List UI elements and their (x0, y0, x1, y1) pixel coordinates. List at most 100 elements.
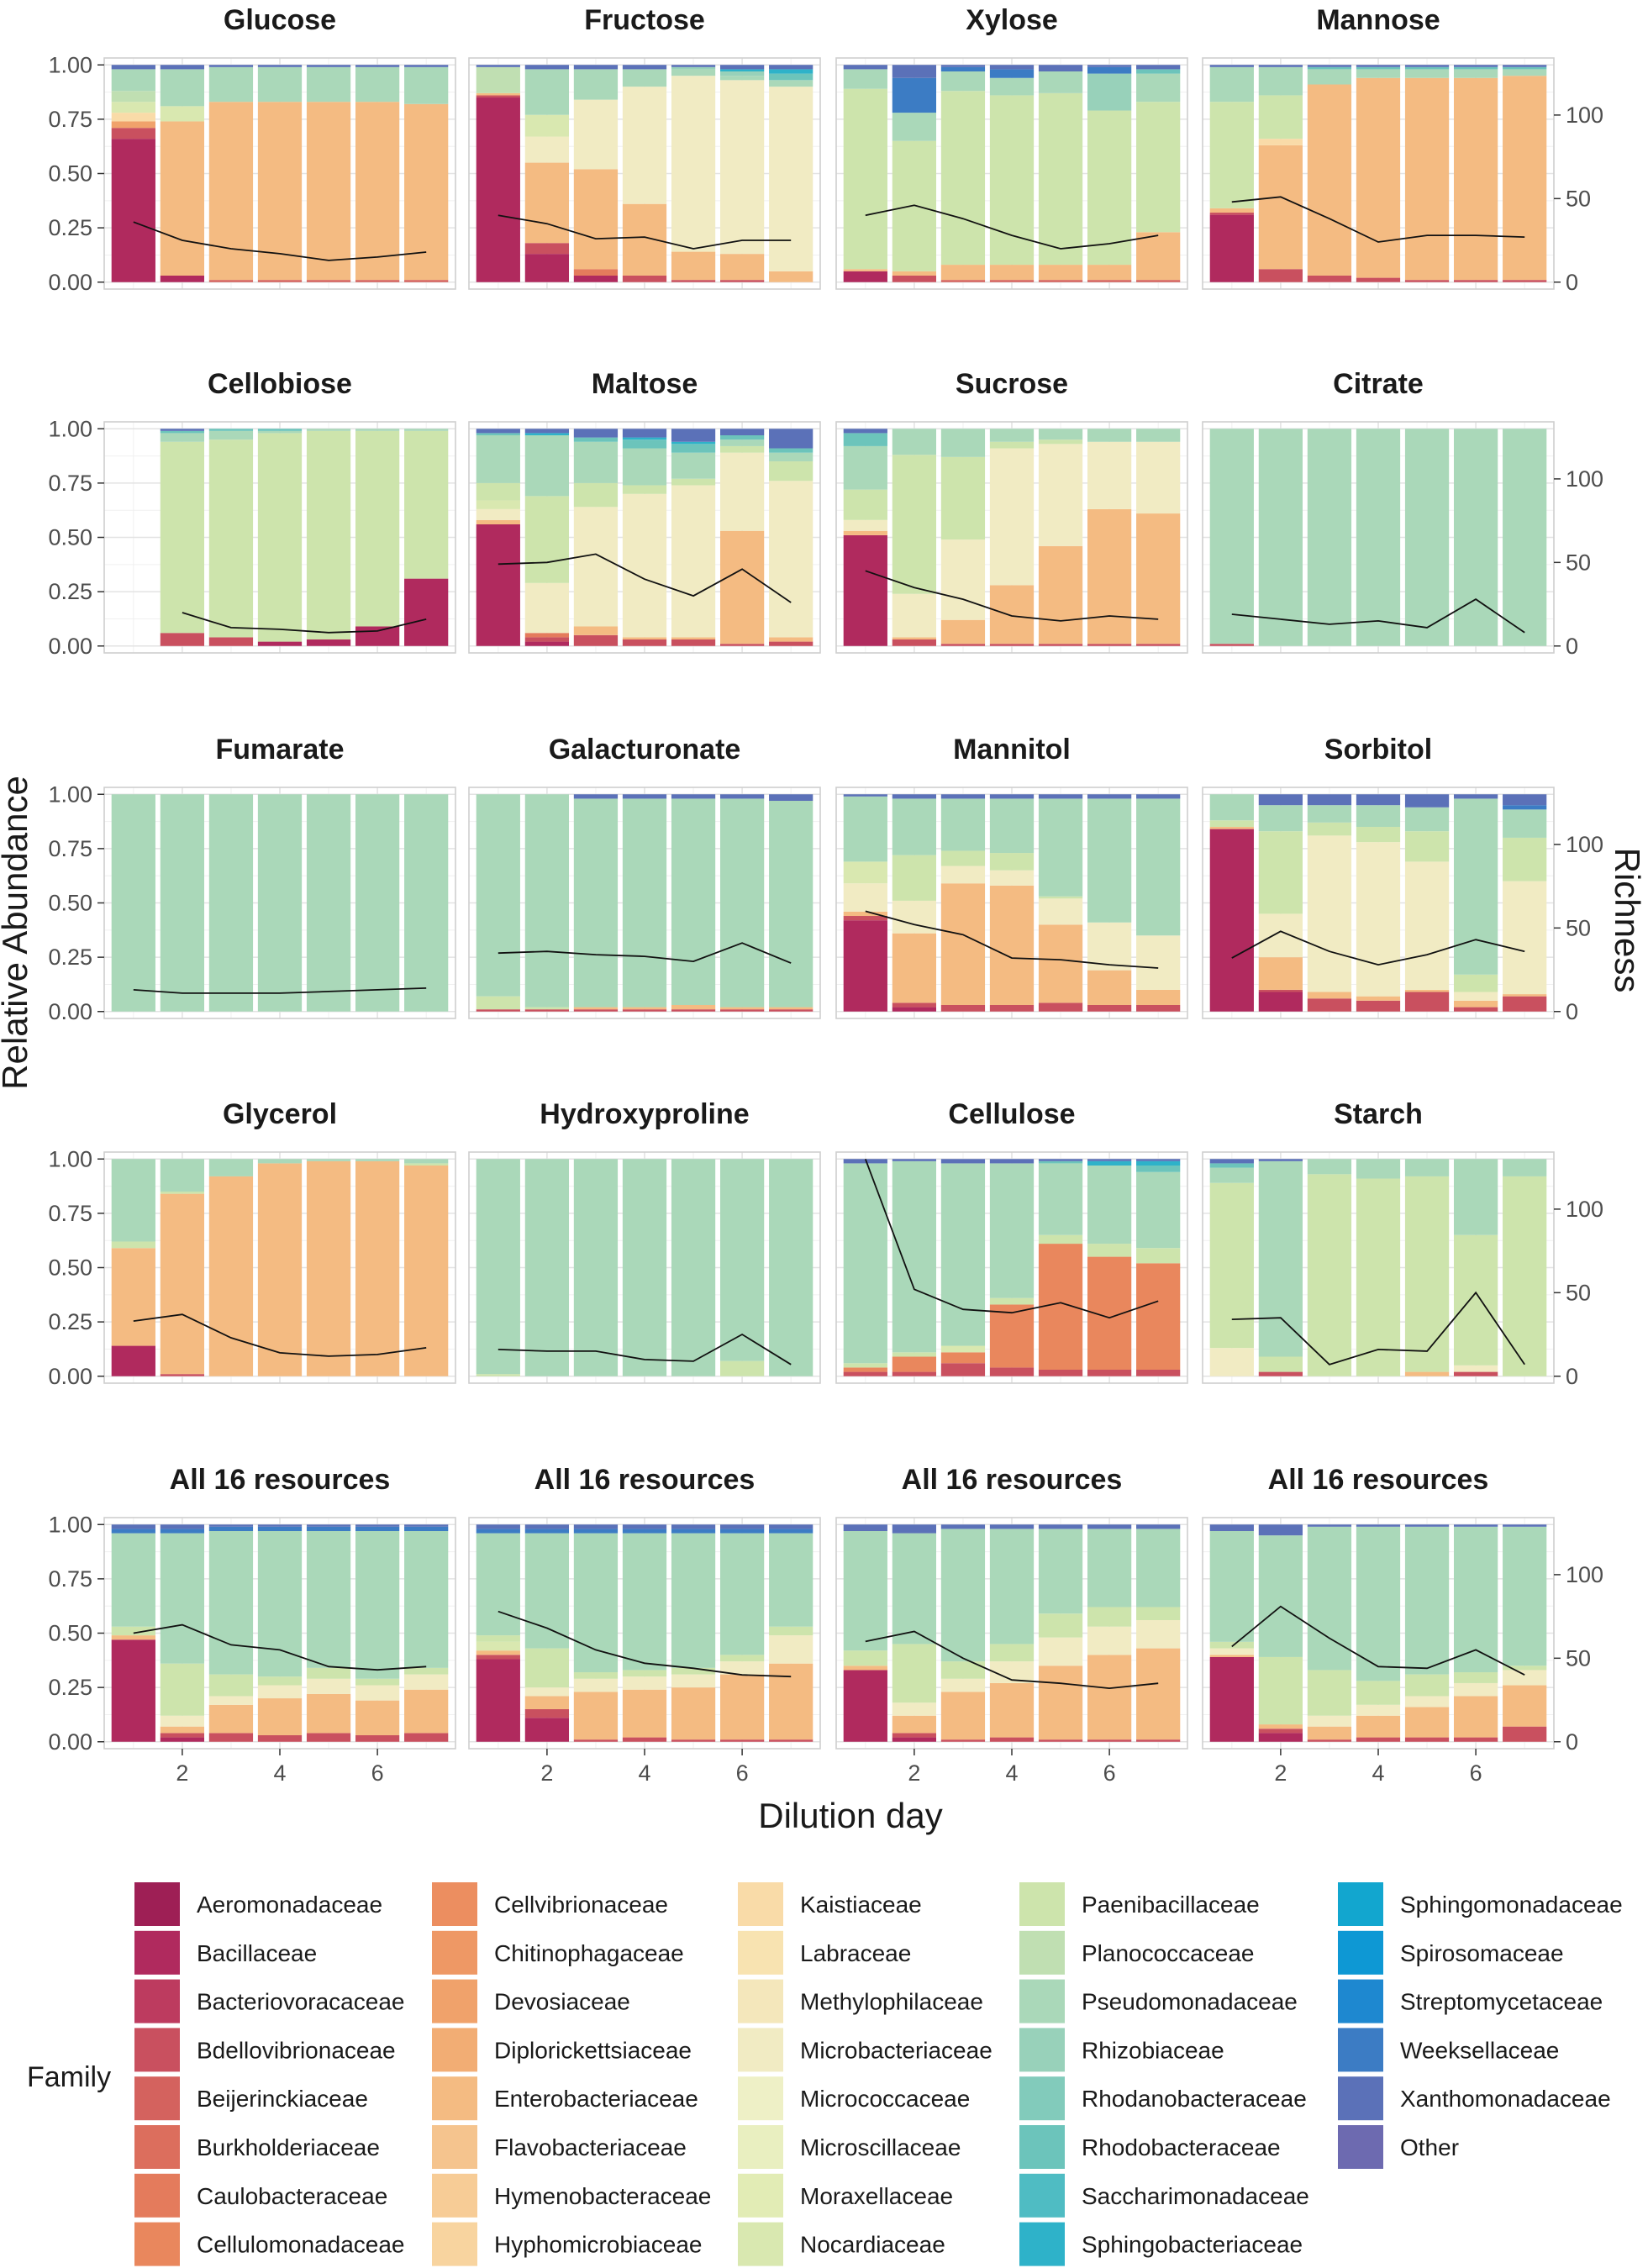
bar-segment (1404, 1159, 1450, 1176)
bar-segment (671, 1667, 716, 1675)
bar-segment (573, 794, 619, 799)
bar-segment (843, 65, 887, 70)
bar-segment (769, 1663, 813, 1740)
bar-segment (719, 1655, 765, 1662)
bar-segment (1453, 1000, 1498, 1008)
bar-segment (843, 1163, 887, 1364)
bar-segment (940, 1692, 986, 1740)
bar-segment (1209, 794, 1254, 821)
panel: Cellobiose 0.00 0.25 0.50 0.75 1.00 (48, 368, 456, 659)
bar-segment (892, 933, 937, 1003)
bar-segment (1453, 992, 1498, 1001)
panel-title: Hydroxyproline (540, 1098, 749, 1130)
bar-segment (1038, 1002, 1083, 1012)
panel-title: Sorbitol (1324, 734, 1432, 766)
legend-swatch (134, 1979, 180, 2023)
bar-segment (1136, 1159, 1181, 1161)
legend-label: Microscillaceae (800, 2134, 961, 2160)
legend-label: Burkholderiaceae (197, 2134, 380, 2160)
bar-segment (769, 65, 813, 70)
legend-swatch (1019, 1930, 1065, 1975)
bar-segment (1087, 1369, 1132, 1376)
bar-segment (622, 1533, 667, 1671)
richness-line (498, 214, 792, 250)
y-tick-label: 0.00 (48, 999, 92, 1024)
bar-segment (1087, 922, 1132, 971)
bar-segment (1038, 439, 1083, 445)
bar-segment (1453, 77, 1498, 281)
legend-label: Flavobacteriaceae (494, 2134, 687, 2160)
bar-segment (1038, 1665, 1083, 1740)
bar-segment (208, 102, 254, 281)
bar-segment (1209, 820, 1254, 828)
panel-border (468, 787, 821, 1019)
bar-segment (257, 1159, 303, 1164)
bar-segment (940, 850, 986, 866)
legend-swatch (432, 2173, 477, 2218)
bar-segment (257, 430, 303, 434)
bar-segment (1453, 1682, 1498, 1697)
bar-segment (1258, 1356, 1303, 1372)
bar-segment (769, 271, 813, 282)
bar-segment (1404, 1707, 1450, 1738)
y2-tick-label: 50 (1566, 550, 1591, 575)
bar-segment (622, 1676, 667, 1690)
bar-segment (1258, 1724, 1303, 1729)
bar-segment (1038, 1739, 1083, 1742)
bar-segment (892, 1737, 937, 1742)
bar-segment (1209, 1159, 1254, 1164)
bar-segment (306, 102, 351, 281)
panel: Fumarate 0.00 0.25 0.50 0.75 1.00 (48, 734, 456, 1024)
legend-swatch (1019, 1979, 1065, 2023)
legend-swatch (1338, 1930, 1383, 1975)
y-axis-label: Relative Abundance (0, 776, 34, 1090)
legend-label: Cellvibrionaceae (494, 1892, 668, 1918)
bar-segment (671, 485, 716, 638)
bar-segment (476, 794, 520, 997)
legend-label: Xanthomonadaceae (1400, 2086, 1611, 2112)
bar-segment (940, 91, 986, 266)
bar-segment (476, 95, 520, 98)
bar-segment (1136, 1263, 1181, 1370)
bar-segment (1087, 110, 1132, 266)
bar-segment (1087, 1607, 1132, 1627)
bar-segment (1356, 65, 1401, 67)
legend-swatch (738, 2028, 783, 2072)
bar-segment (355, 1524, 400, 1527)
bar-segment (892, 639, 937, 646)
bar-segment (892, 593, 937, 638)
bar-segment (843, 269, 887, 271)
bar-segment (989, 65, 1035, 70)
panel-border (835, 421, 1188, 654)
bar-segment (1453, 794, 1498, 799)
bar-segment (671, 478, 716, 486)
bar-segment (719, 429, 765, 436)
richness-line (1231, 1605, 1525, 1676)
bar-segment (1356, 996, 1401, 1001)
bar-segment (404, 430, 449, 579)
bar-segment (1258, 145, 1303, 270)
bar-segment (573, 275, 619, 282)
bar-segment (1503, 994, 1547, 997)
legend-swatch (432, 2222, 477, 2266)
legend-swatch (738, 2222, 783, 2266)
bar-segment (1258, 1729, 1303, 1734)
bar-segment (1404, 69, 1450, 78)
bar-segment (160, 441, 205, 634)
bar-segment (622, 1670, 667, 1677)
panel: Sucrose (835, 368, 1188, 654)
bar-segment (671, 637, 716, 639)
bar-segment (306, 1733, 351, 1742)
bar-segment (1307, 84, 1352, 276)
bar-segment (573, 269, 619, 276)
y-tick-label: 0.25 (48, 579, 92, 604)
bar-segment (1136, 102, 1181, 233)
bar-segment (111, 113, 155, 122)
bar-segment (573, 507, 619, 627)
bar-segment (1209, 1641, 1254, 1649)
x-tick-label: 6 (736, 1760, 749, 1786)
panel-title: Xylose (966, 4, 1058, 36)
bar-segment (719, 794, 765, 799)
bar-segment (1136, 65, 1181, 70)
